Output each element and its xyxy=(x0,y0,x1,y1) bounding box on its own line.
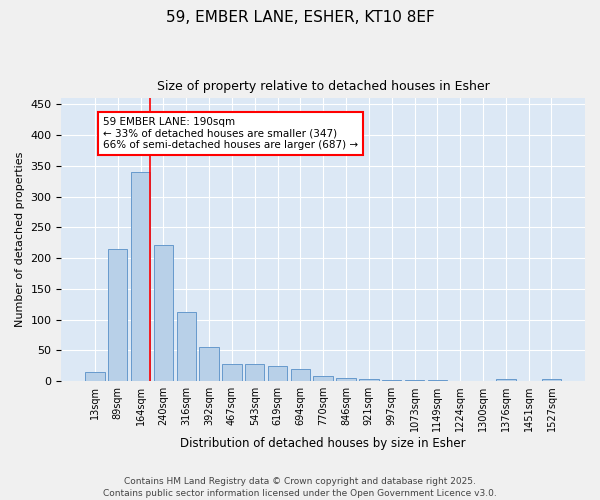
Text: Contains HM Land Registry data © Crown copyright and database right 2025.
Contai: Contains HM Land Registry data © Crown c… xyxy=(103,476,497,498)
Bar xyxy=(85,372,104,381)
Bar xyxy=(131,172,150,381)
Bar xyxy=(154,244,173,381)
Bar xyxy=(268,366,287,381)
Bar xyxy=(496,379,515,381)
Bar xyxy=(405,380,424,381)
X-axis label: Distribution of detached houses by size in Esher: Distribution of detached houses by size … xyxy=(181,437,466,450)
Text: 59, EMBER LANE, ESHER, KT10 8EF: 59, EMBER LANE, ESHER, KT10 8EF xyxy=(166,10,434,25)
Text: 59 EMBER LANE: 190sqm
← 33% of detached houses are smaller (347)
66% of semi-det: 59 EMBER LANE: 190sqm ← 33% of detached … xyxy=(103,117,358,150)
Bar xyxy=(382,380,401,381)
Bar xyxy=(359,378,379,381)
Bar xyxy=(245,364,265,381)
Bar xyxy=(313,376,333,381)
Bar xyxy=(199,347,219,381)
Bar xyxy=(108,249,127,381)
Title: Size of property relative to detached houses in Esher: Size of property relative to detached ho… xyxy=(157,80,490,93)
Y-axis label: Number of detached properties: Number of detached properties xyxy=(15,152,25,328)
Bar xyxy=(542,379,561,381)
Bar xyxy=(290,370,310,381)
Bar xyxy=(222,364,242,381)
Bar xyxy=(176,312,196,381)
Bar xyxy=(337,378,356,381)
Bar xyxy=(428,380,447,381)
